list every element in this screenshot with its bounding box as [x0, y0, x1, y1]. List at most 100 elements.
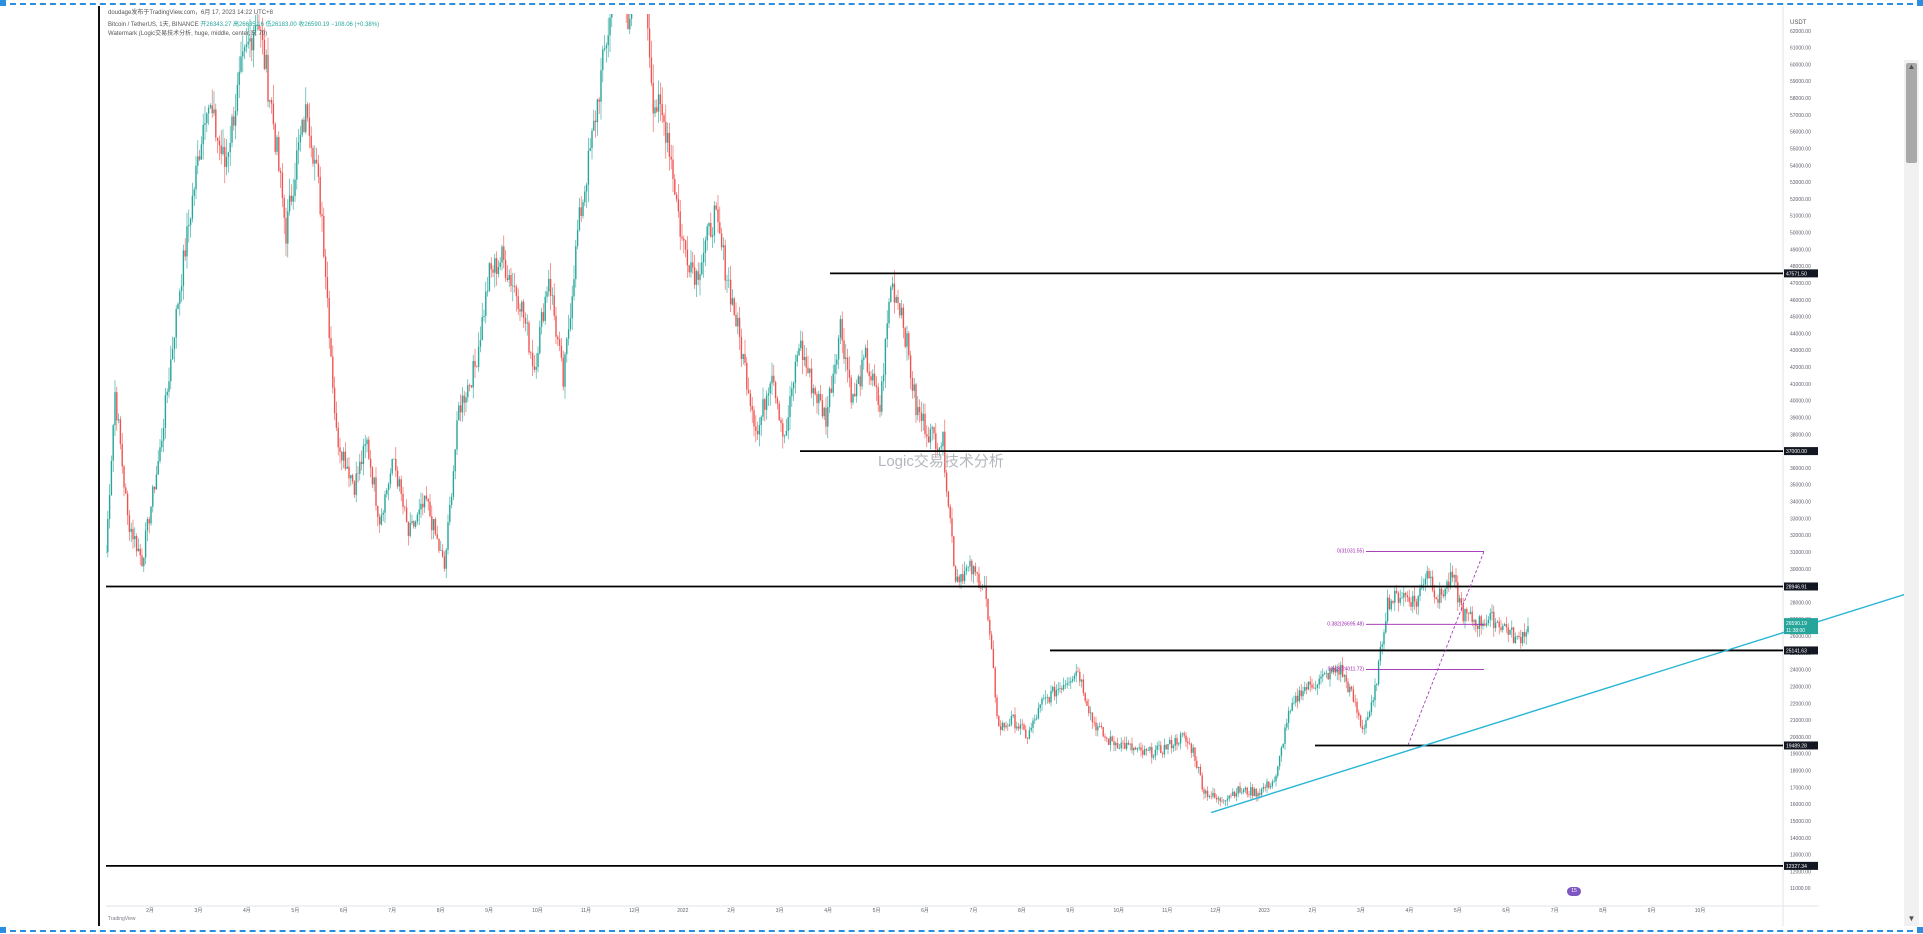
- candle-body: [992, 649, 995, 669]
- publisher-info: doudage发布于TradingView.com，6月 17, 2023 14…: [108, 10, 273, 16]
- candle-body: [809, 368, 811, 373]
- candle-body: [155, 474, 158, 490]
- candle-body: [713, 205, 716, 236]
- candle-body: [207, 107, 210, 114]
- scroll-down-icon[interactable]: ▼: [1907, 914, 1916, 923]
- candle-body: [814, 388, 816, 395]
- candle-body: [659, 94, 662, 105]
- candle-body: [445, 549, 447, 569]
- candle-body: [1426, 571, 1428, 579]
- candle-body: [366, 439, 368, 445]
- scroll-up-icon[interactable]: ▲: [1907, 62, 1916, 71]
- candle-body: [1298, 690, 1301, 702]
- level-price-label: 28946.91: [1786, 584, 1807, 590]
- candle-body: [841, 319, 843, 341]
- selection-handle-top-left[interactable]: [0, 0, 6, 6]
- candle-body: [611, 14, 613, 18]
- candle-body: [1412, 595, 1414, 607]
- candle-body: [1176, 737, 1178, 745]
- y-tick-label: 34000.00: [1790, 500, 1811, 506]
- candle-body: [1507, 627, 1509, 635]
- candle-body: [850, 377, 852, 403]
- candle-body: [470, 385, 473, 388]
- candle-body: [467, 385, 469, 398]
- candle-body: [521, 301, 523, 312]
- candle-body: [112, 425, 114, 461]
- y-tick-label: 45000.00: [1790, 315, 1811, 321]
- candle-body: [515, 286, 518, 297]
- candle-body: [153, 486, 156, 490]
- y-tick-label: 20000.00: [1790, 735, 1811, 741]
- level-price-tag: [1784, 447, 1818, 456]
- candle-body: [863, 357, 865, 360]
- x-tick-label: 2月: [727, 908, 735, 914]
- candle-body: [564, 354, 566, 387]
- candle-body: [177, 303, 179, 309]
- candle-body: [126, 493, 129, 516]
- candle-body: [1345, 675, 1347, 682]
- candle-body: [1050, 691, 1052, 703]
- candle-body: [891, 283, 894, 288]
- candle-body: [1089, 712, 1092, 714]
- candle-body: [416, 514, 419, 522]
- candle-body: [1485, 623, 1488, 626]
- candle-body: [492, 269, 494, 273]
- y-tick-label: 60000.00: [1790, 62, 1811, 68]
- candle-body: [548, 278, 550, 292]
- selection-handle-top-right[interactable]: [1917, 0, 1923, 6]
- candle-body: [1034, 719, 1036, 721]
- candle-body: [1062, 684, 1065, 690]
- candle-body: [843, 340, 845, 359]
- candle-body: [1422, 584, 1425, 585]
- candle-body: [1088, 705, 1090, 714]
- candle-body: [1138, 747, 1140, 749]
- candle-body: [1408, 597, 1410, 602]
- candle-body: [1016, 726, 1018, 729]
- candle-body: [679, 211, 681, 237]
- candle-body: [807, 367, 809, 373]
- candle-body: [711, 235, 714, 237]
- y-tick-label: 16000.00: [1790, 802, 1811, 808]
- y-tick-label: 33000.00: [1790, 516, 1811, 522]
- candle-body: [729, 279, 732, 305]
- candle-body: [132, 528, 134, 540]
- candle-body: [143, 557, 145, 567]
- candle-body: [1318, 678, 1320, 685]
- candle-body: [929, 428, 932, 443]
- candle-body: [107, 518, 109, 553]
- selection-handle-bottom-right[interactable]: [1917, 927, 1923, 933]
- candle-body: [260, 29, 262, 31]
- candle-body: [315, 159, 318, 164]
- candle-body: [949, 506, 951, 519]
- candle-body: [1131, 743, 1133, 751]
- candle-body: [319, 176, 321, 215]
- candle-body: [998, 716, 1000, 727]
- candle-body: [1235, 793, 1238, 797]
- scrollbar-thumb[interactable]: [1906, 63, 1917, 163]
- candle-body: [148, 519, 150, 524]
- candle-body: [452, 471, 455, 497]
- candle-body: [902, 307, 905, 328]
- candle-body: [1142, 750, 1144, 755]
- candle-body: [542, 312, 545, 321]
- candle-body: [1358, 712, 1360, 716]
- candle-body: [258, 24, 260, 30]
- candle-body: [1169, 739, 1171, 745]
- candle-body: [1079, 671, 1081, 682]
- candle-body: [906, 333, 908, 347]
- scrollbar[interactable]: [1904, 60, 1919, 926]
- candle-body: [1471, 611, 1473, 622]
- navigation-badge[interactable]: 15: [1567, 887, 1581, 896]
- x-tick-label: 8月: [437, 908, 445, 914]
- candle-body: [882, 374, 885, 382]
- candle-body: [648, 28, 651, 58]
- candle-body: [1275, 775, 1277, 782]
- candle-body: [1259, 793, 1261, 795]
- candle-body: [1269, 786, 1272, 788]
- candle-body: [1372, 700, 1374, 703]
- selection-handle-bottom-left[interactable]: [0, 927, 6, 933]
- candle-body: [1440, 588, 1443, 595]
- candle-body: [261, 30, 264, 40]
- candle-body: [1149, 746, 1151, 751]
